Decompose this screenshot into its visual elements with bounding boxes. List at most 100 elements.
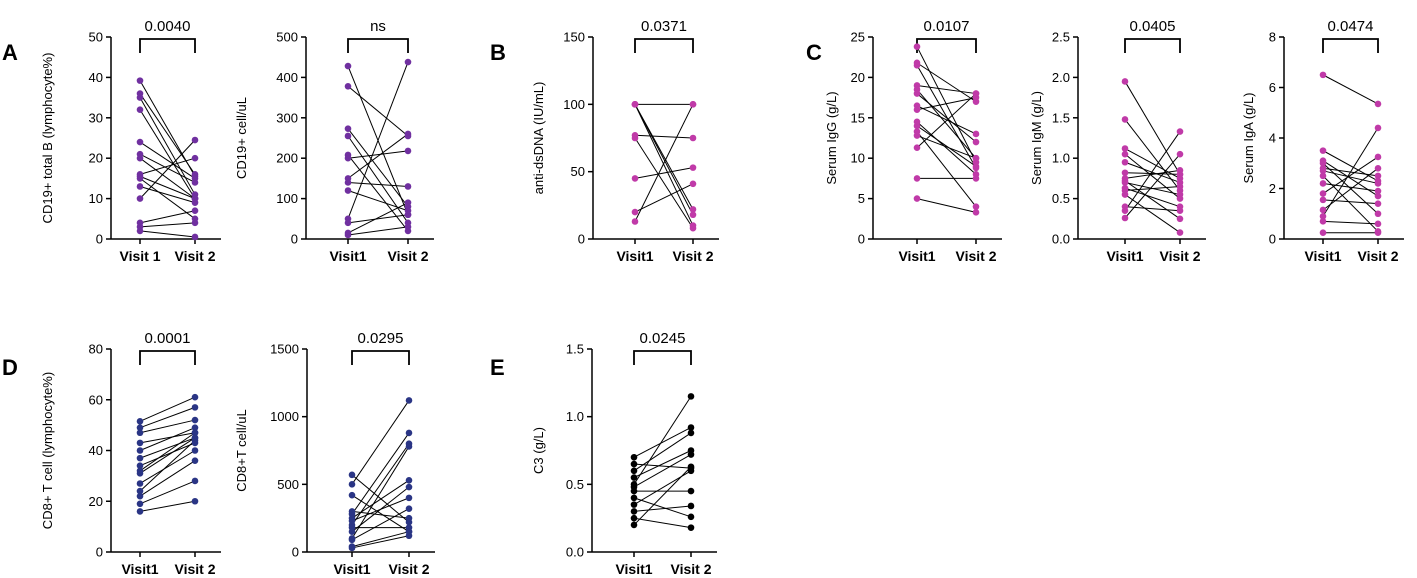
point-visit1 <box>913 106 921 114</box>
pair-line <box>1124 187 1181 208</box>
point-visit1 <box>1319 172 1327 180</box>
point-visit1 <box>1121 177 1129 185</box>
point-visit2 <box>972 138 980 146</box>
point-visit2 <box>1176 183 1184 190</box>
y-tick-label: 0.5 <box>1052 191 1070 206</box>
point-visit1 <box>136 424 144 431</box>
chart-2: 0 100 200 300 400 500 Visit1 Visit 2 CD19+ cell/… <box>234 18 434 264</box>
y-tick-label: 100 <box>276 191 298 206</box>
point-visit1 <box>1319 218 1327 225</box>
point-visit1 <box>136 418 144 425</box>
point-visit1 <box>136 462 144 470</box>
point-visit1 <box>136 439 144 447</box>
point-visit1 <box>1121 191 1129 198</box>
pair-line <box>1124 185 1181 192</box>
pair-line <box>139 175 196 200</box>
point-visit2 <box>687 502 695 510</box>
point-visit1 <box>136 227 144 235</box>
point-visit1 <box>348 481 356 488</box>
pair-line <box>347 133 409 179</box>
point-visit2 <box>687 513 695 521</box>
pair-line <box>347 128 409 207</box>
y-tick-label: 60 <box>89 392 103 407</box>
pair-line <box>633 450 692 479</box>
point-visit1 <box>136 94 144 101</box>
point-visit1 <box>913 195 921 202</box>
point-visit1 <box>344 154 352 162</box>
point-visit2 <box>689 206 697 213</box>
point-visit1 <box>631 175 639 182</box>
pair-line <box>634 104 694 222</box>
significance-bracket <box>1322 38 1379 53</box>
point-visit1 <box>630 508 638 515</box>
p-value-label: ns <box>370 18 386 35</box>
panel-letter-c: C <box>806 40 822 65</box>
pair-line <box>916 125 977 167</box>
point-visit1 <box>348 536 356 544</box>
y-tick-label: 10 <box>851 151 865 166</box>
point-visit1 <box>136 195 144 202</box>
y-tick-label: 1000 <box>270 409 299 424</box>
pair-line <box>139 210 196 224</box>
pair-line <box>633 517 692 529</box>
pair-line <box>139 93 196 175</box>
point-visit2 <box>191 154 199 162</box>
pair-line <box>634 137 694 229</box>
p-value-label: 0.0474 <box>1328 18 1374 35</box>
pair-line <box>139 222 196 228</box>
point-visit2 <box>191 447 199 454</box>
point-visit1 <box>1121 116 1129 123</box>
point-visit2 <box>191 477 199 485</box>
point-visit2 <box>1176 215 1184 223</box>
y-tick-label: 0.5 <box>566 477 584 492</box>
y-tick-label: 25 <box>851 30 865 45</box>
point-visit2 <box>689 164 697 171</box>
point-visit1 <box>630 494 638 502</box>
chart-6: 0 2 4 6 8 Visit1 Visit 2 Serum IgA (g/L) 0.0474 <box>1241 18 1404 264</box>
point-visit1 <box>344 82 352 90</box>
y-tick-label: 20 <box>89 151 103 166</box>
y-tick-label: 1.5 <box>566 342 584 357</box>
chart-4: 0 5 10 15 20 25 Visit1 Visit 2 Serum IgG (g/L) 0.… <box>824 18 1002 264</box>
pair-line <box>139 153 196 183</box>
x-category-label: Visit 1 <box>120 248 161 264</box>
point-visit1 <box>136 183 144 190</box>
point-visit2 <box>191 404 199 411</box>
pair-line <box>139 437 196 474</box>
significance-bracket <box>1124 38 1181 53</box>
x-category-label: Visit1 <box>333 561 370 577</box>
point-visit1 <box>1121 78 1129 85</box>
pair-line <box>916 198 977 213</box>
point-visit1 <box>631 218 639 225</box>
point-visit2 <box>972 154 980 162</box>
point-visit2 <box>972 175 980 182</box>
point-visit1 <box>344 125 352 133</box>
x-category-label: Visit 2 <box>388 248 429 264</box>
x-category-label: Visit 2 <box>1160 248 1201 264</box>
point-visit2 <box>191 207 199 215</box>
y-axis-title: Serum IgA (g/L) <box>1241 92 1256 183</box>
point-visit2 <box>1374 210 1382 218</box>
panel-letter-d: D <box>2 355 18 380</box>
pair-line <box>1322 220 1379 225</box>
point-visit2 <box>689 134 697 142</box>
pair-line <box>139 432 196 444</box>
point-visit1 <box>1319 196 1327 204</box>
point-visit2 <box>405 532 413 540</box>
pair-line <box>139 141 196 179</box>
point-visit2 <box>404 130 412 138</box>
x-category-label: Visit1 <box>898 248 935 264</box>
pair-line <box>633 427 692 458</box>
point-visit1 <box>136 508 144 515</box>
panel-letter-e: E <box>490 355 505 380</box>
p-value-label: 0.0107 <box>924 18 970 35</box>
pair-line <box>1124 180 1181 220</box>
point-visit2 <box>687 429 695 437</box>
pair-line <box>347 85 409 137</box>
pair-line <box>139 450 196 484</box>
y-axis-title: CD19+ total B (lymphocyte%) <box>40 53 55 224</box>
pair-line <box>139 177 196 220</box>
pair-line <box>916 84 977 95</box>
significance-bracket <box>634 38 694 53</box>
point-visit1 <box>631 208 639 216</box>
